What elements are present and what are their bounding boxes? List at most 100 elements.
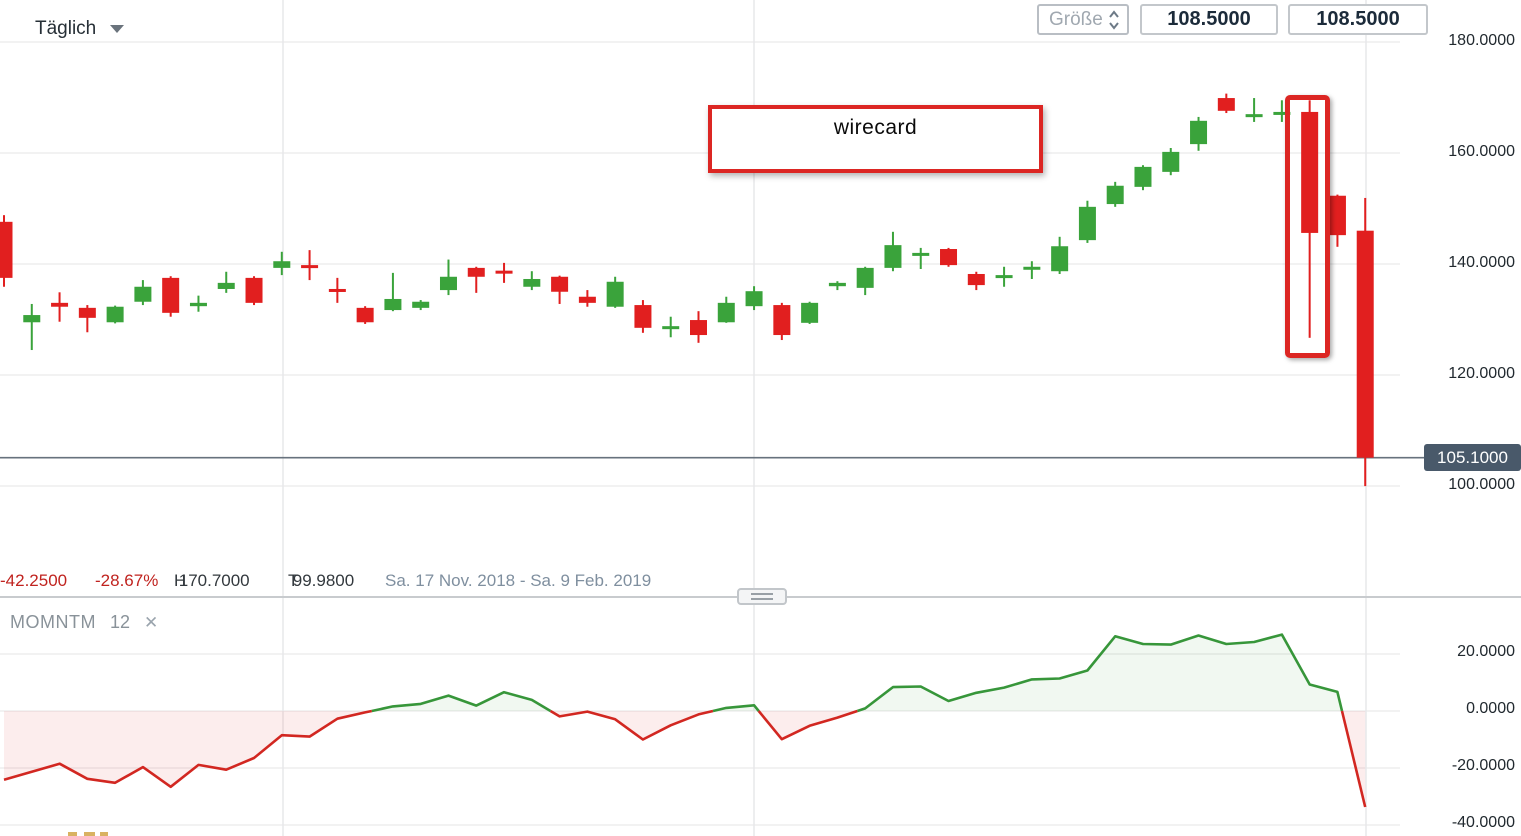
candle-body — [828, 282, 846, 287]
candle-body — [162, 277, 180, 313]
period-low: T 99.9800 — [288, 571, 355, 590]
candle-body — [690, 320, 707, 336]
candle-body — [1245, 114, 1263, 118]
candle-body — [717, 302, 735, 323]
candle-wick — [1280, 100, 1283, 122]
candle-body — [551, 276, 569, 292]
candle-wick — [86, 305, 89, 333]
date-range: Sa. 17 Nov. 2018 - Sa. 9 Feb. 2019 — [385, 571, 652, 590]
momentum-line — [1340, 710, 1367, 808]
status-bar: -42.2500 -28.67% H 170.7000 T 99.9800 Sa… — [0, 571, 1521, 591]
momentum-axis-tick: 20.0000 — [1457, 643, 1515, 660]
candle-body — [773, 305, 791, 336]
candle-body — [217, 282, 235, 289]
momentum-line — [856, 633, 1344, 713]
change-absolute: -42.2500 — [0, 571, 68, 590]
price-axis-tick: 160.0000 — [1448, 143, 1515, 160]
period-high: H 170.7000 — [174, 571, 250, 590]
momentum-fill — [550, 711, 713, 740]
clipped-text-fragment — [68, 832, 77, 836]
candle-body — [0, 221, 13, 278]
candle-body — [78, 307, 96, 318]
momentum-fill — [371, 692, 551, 711]
candle-wick — [225, 271, 228, 293]
price-axis-tick: 180.0000 — [1448, 32, 1515, 49]
momentum-line — [549, 709, 714, 741]
candle-body — [1328, 195, 1346, 236]
clipped-text-fragment — [84, 832, 95, 836]
candle-body — [662, 326, 680, 330]
candle-body — [1023, 266, 1041, 270]
size-stepper[interactable]: Größe — [1037, 4, 1129, 35]
spinner-icon — [1109, 9, 1119, 30]
price-axis-tick: 120.0000 — [1448, 365, 1515, 382]
annotation-label-text: wirecard — [833, 116, 918, 139]
candle-wick — [58, 292, 61, 322]
close-icon[interactable]: ✕ — [144, 612, 159, 632]
candle-body — [578, 296, 596, 303]
candle-body — [801, 302, 819, 323]
candle-body — [1134, 166, 1152, 187]
candle-body — [884, 245, 902, 268]
candle-body — [912, 252, 930, 256]
candle-body — [940, 249, 958, 266]
momentum-line — [712, 704, 760, 713]
timeframe-dropdown[interactable]: Täglich — [35, 18, 125, 40]
candle-body — [273, 261, 291, 268]
candle-wick — [919, 247, 922, 269]
candle-wick — [1253, 98, 1256, 122]
candle-body — [1301, 111, 1319, 233]
candle-body — [745, 291, 763, 307]
candle-body — [1190, 120, 1208, 145]
price-input-1[interactable] — [1140, 4, 1278, 35]
candle-body — [189, 302, 207, 307]
candle-body — [606, 281, 624, 307]
momentum-line — [371, 690, 552, 713]
momentum-line — [757, 709, 858, 741]
candle-body — [1106, 185, 1124, 205]
indicator-period: 12 — [109, 612, 131, 632]
candle-body — [467, 267, 485, 277]
annotation-highlight-rect — [1285, 95, 1330, 358]
candle-body — [1162, 151, 1180, 172]
candle-body — [328, 288, 346, 292]
candle-body — [1356, 230, 1374, 458]
clipped-text-fragment — [100, 832, 108, 836]
momentum-fill — [4, 711, 372, 787]
momentum-axis-tick: 0.0000 — [1466, 700, 1515, 717]
candle-body — [1051, 246, 1069, 272]
candle-body — [634, 305, 652, 328]
indicator-name: MOMNTM — [10, 612, 96, 632]
candle-body — [995, 275, 1013, 279]
candle-body — [384, 298, 402, 311]
momentum-chart — [0, 597, 1400, 836]
momentum-fill — [857, 634, 1342, 711]
candle-body — [301, 265, 319, 269]
panel-resize-handle[interactable] — [737, 588, 787, 605]
candle-wick — [30, 303, 33, 351]
price-input-2[interactable] — [1288, 4, 1428, 35]
momentum-axis-tick: -20.0000 — [1451, 757, 1515, 774]
candle-body — [245, 277, 263, 303]
change-percent: -28.67% — [95, 571, 159, 590]
candle-body — [1217, 98, 1235, 111]
annotation-label-box: wirecard — [708, 105, 1043, 173]
price-axis-tick: 100.0000 — [1448, 476, 1515, 493]
candle-wick — [391, 272, 394, 312]
candle-body — [412, 301, 430, 308]
momentum-line — [3, 709, 373, 789]
candle-body — [1078, 206, 1096, 241]
current-price-badge: 105.1000 — [1424, 444, 1521, 471]
candle-body — [1273, 111, 1291, 115]
candle-body — [51, 302, 69, 307]
momentum-axis-tick: -40.0000 — [1451, 814, 1515, 831]
candle-body — [439, 276, 457, 291]
candle-wick — [475, 266, 478, 293]
candle-body — [356, 307, 374, 323]
candle-body — [495, 270, 513, 274]
candle-body — [23, 315, 41, 323]
candle-body — [106, 306, 124, 323]
indicator-row: MOMNTM 12 ✕ — [10, 612, 158, 633]
price-chart — [0, 0, 1424, 597]
